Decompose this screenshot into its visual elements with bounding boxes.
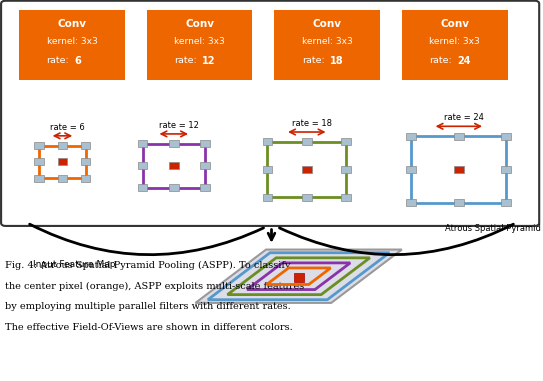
- Bar: [302, 194, 312, 200]
- Text: rate:: rate:: [174, 56, 197, 66]
- Bar: [58, 142, 67, 149]
- Bar: [169, 141, 179, 147]
- Text: Conv: Conv: [58, 19, 86, 29]
- Text: by employing multiple parallel filters with different rates.: by employing multiple parallel filters w…: [5, 302, 291, 311]
- Text: kernel: 3x3: kernel: 3x3: [47, 37, 97, 46]
- FancyBboxPatch shape: [19, 10, 125, 80]
- Text: Conv: Conv: [440, 19, 469, 29]
- Text: Fig. 4: Atrous Spatial Pyramid Pooling (ASPP). To classify: Fig. 4: Atrous Spatial Pyramid Pooling (…: [5, 261, 291, 270]
- Bar: [169, 184, 179, 191]
- Text: Conv: Conv: [313, 19, 342, 29]
- Text: rate = 12: rate = 12: [159, 121, 199, 130]
- Bar: [35, 158, 45, 165]
- Bar: [58, 158, 67, 165]
- Bar: [454, 166, 464, 173]
- Bar: [501, 166, 511, 173]
- Bar: [262, 138, 272, 145]
- Text: rate = 24: rate = 24: [444, 114, 484, 122]
- Bar: [406, 200, 416, 207]
- Bar: [81, 142, 90, 149]
- Bar: [262, 194, 272, 200]
- Bar: [81, 174, 90, 182]
- Text: Atrous Spatial Pyramid Pooling: Atrous Spatial Pyramid Pooling: [445, 224, 543, 233]
- Bar: [81, 158, 90, 165]
- Text: The effective Field-Of-Views are shown in different colors.: The effective Field-Of-Views are shown i…: [5, 323, 293, 332]
- FancyBboxPatch shape: [1, 1, 539, 226]
- Bar: [406, 133, 416, 139]
- Bar: [412, 136, 506, 203]
- Text: the center pixel (orange), ASPP exploits multi-scale features: the center pixel (orange), ASPP exploits…: [5, 282, 305, 291]
- Text: rate = 6: rate = 6: [50, 123, 85, 132]
- Bar: [294, 273, 304, 282]
- Text: kernel: 3x3: kernel: 3x3: [174, 37, 225, 46]
- Text: 12: 12: [203, 56, 216, 66]
- FancyBboxPatch shape: [402, 10, 508, 80]
- Bar: [454, 133, 464, 139]
- Text: rate:: rate:: [430, 56, 452, 66]
- Bar: [35, 142, 45, 149]
- Text: rate = 18: rate = 18: [292, 119, 332, 128]
- FancyBboxPatch shape: [147, 10, 252, 80]
- Bar: [262, 166, 272, 173]
- Bar: [501, 133, 511, 139]
- Bar: [58, 174, 67, 182]
- Bar: [406, 166, 416, 173]
- Bar: [35, 174, 45, 182]
- Bar: [302, 138, 312, 145]
- Bar: [341, 166, 351, 173]
- Text: kernel: 3x3: kernel: 3x3: [430, 37, 480, 46]
- Bar: [142, 144, 205, 188]
- Text: Conv: Conv: [185, 19, 214, 29]
- Bar: [267, 142, 346, 197]
- Bar: [341, 138, 351, 145]
- Text: rate:: rate:: [302, 56, 325, 66]
- Text: 18: 18: [330, 56, 344, 66]
- Bar: [138, 184, 148, 191]
- Bar: [454, 200, 464, 207]
- Bar: [302, 166, 312, 173]
- Bar: [138, 141, 148, 147]
- Bar: [341, 194, 351, 200]
- FancyBboxPatch shape: [274, 10, 380, 80]
- Text: Input Feature Map: Input Feature Map: [33, 260, 115, 269]
- Bar: [200, 162, 210, 169]
- Text: 6: 6: [75, 56, 81, 66]
- Text: rate:: rate:: [47, 56, 70, 66]
- Bar: [200, 184, 210, 191]
- Bar: [138, 162, 148, 169]
- Text: kernel: 3x3: kernel: 3x3: [302, 37, 352, 46]
- Bar: [40, 146, 86, 178]
- Bar: [501, 200, 511, 207]
- Text: 24: 24: [457, 56, 471, 66]
- Polygon shape: [195, 250, 402, 303]
- Bar: [200, 141, 210, 147]
- Bar: [169, 162, 179, 169]
